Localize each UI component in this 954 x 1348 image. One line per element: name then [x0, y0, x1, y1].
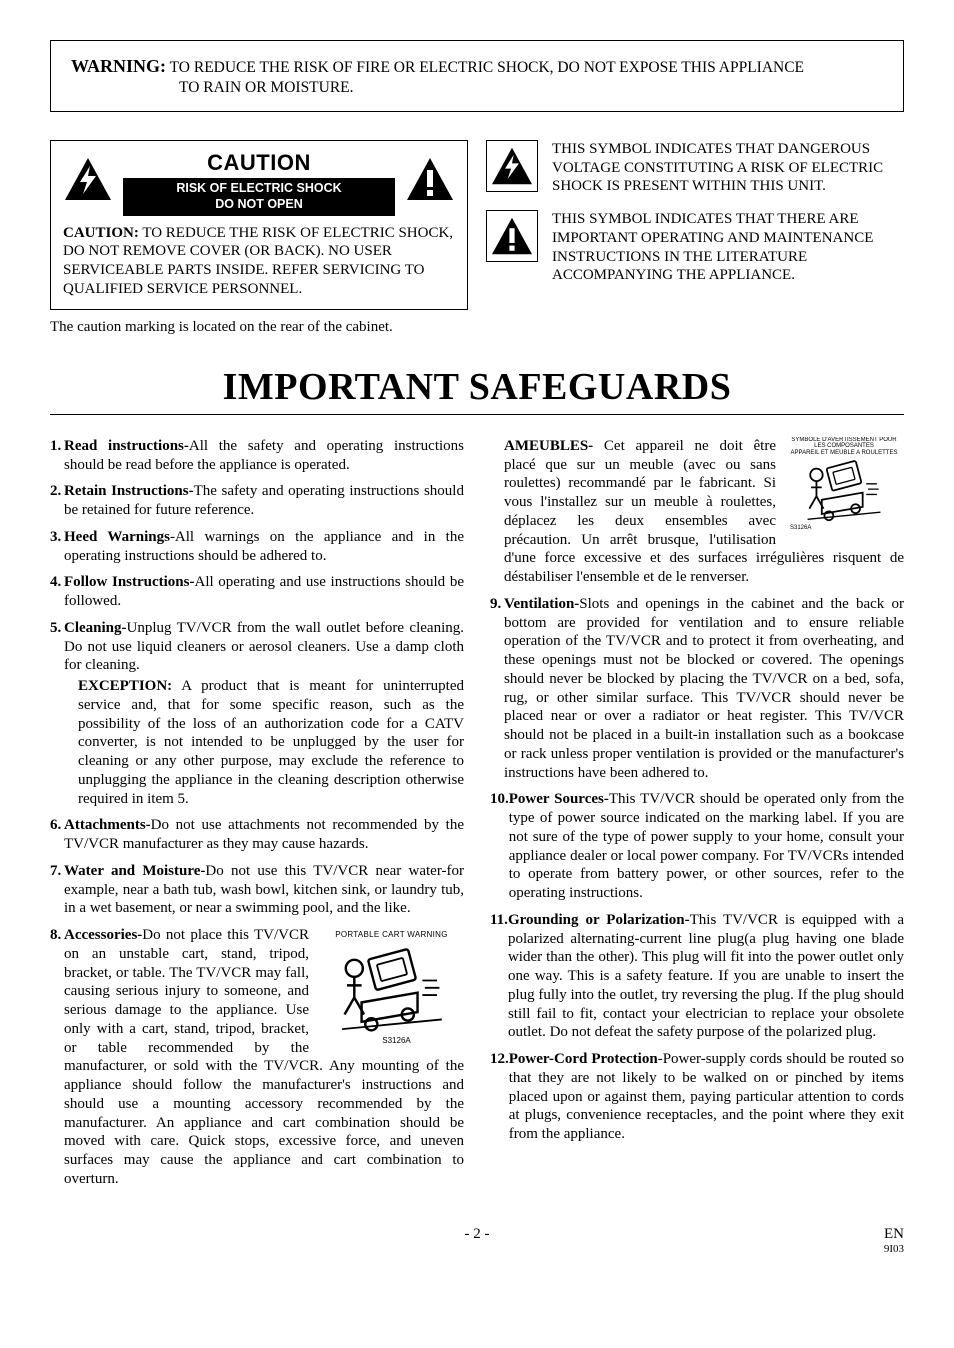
symbol-row-1: THIS SYMBOL INDICATES THAT DANGEROUS VOL… — [486, 140, 904, 196]
warning-line2: TO RAIN OR MOISTURE. — [71, 78, 883, 97]
cart-figure-fr: SYMBOLE D'AVERTISSEMENT POURLES COMPOSAN… — [784, 437, 904, 532]
item-12: 12.Power-Cord Protection-Power-supply co… — [490, 1050, 904, 1144]
bolt-triangle-icon — [486, 140, 538, 192]
exclamation-triangle-icon — [405, 156, 455, 208]
caution-sub: RISK OF ELECTRIC SHOCKDO NOT OPEN — [123, 178, 395, 215]
item-11: 11.Grounding or Polarization-This TV/VCR… — [490, 911, 904, 1042]
warning-box: WARNING: TO REDUCE THE RISK OF FIRE OR E… — [50, 40, 904, 112]
exclamation-triangle-icon — [486, 210, 538, 262]
footer: - 2 - EN 9I03 — [50, 1225, 904, 1258]
page-number: - 2 - — [110, 1225, 844, 1258]
symbol-row-2: THIS SYMBOL INDICATES THAT THERE ARE IMP… — [486, 210, 904, 285]
item-9: 9. Ventilation-Slots and openings in the… — [490, 595, 904, 783]
footer-lang: EN — [884, 1226, 904, 1242]
symbol-1-text: THIS SYMBOL INDICATES THAT DANGEROUS VOL… — [552, 140, 904, 196]
caution-note: The caution marking is located on the re… — [50, 318, 468, 337]
mid-row: CAUTION RISK OF ELECTRIC SHOCKDO NOT OPE… — [50, 140, 904, 353]
footer-code: 9I03 — [844, 1243, 904, 1257]
item-10: 10.Power Sources-This TV/VCR should be o… — [490, 790, 904, 903]
item-3: 3.Heed Warnings-All warnings on the appl… — [50, 528, 464, 566]
item-1: 1.Read instructions-All the safety and o… — [50, 437, 464, 475]
item-7: 7.Water and Moisture-Do not use this TV/… — [50, 862, 464, 918]
item-5: 5.Cleaning-Unplug TV/VCR from the wall o… — [50, 619, 464, 809]
warning-lead: WARNING: — [71, 56, 166, 76]
item-ameubles: SYMBOLE D'AVERTISSEMENT POURLES COMPOSAN… — [490, 437, 904, 587]
symbol-2-text: THIS SYMBOL INDICATES THAT THERE ARE IMP… — [552, 210, 904, 285]
item-2: 2.Retain Instructions-The safety and ope… — [50, 482, 464, 520]
cart-figure: PORTABLE CART WARNING S3126A — [319, 930, 464, 1046]
bolt-triangle-icon — [63, 156, 113, 208]
col-right: SYMBOLE D'AVERTISSEMENT POURLES COMPOSAN… — [490, 437, 904, 1197]
caution-box: CAUTION RISK OF ELECTRIC SHOCKDO NOT OPE… — [50, 140, 468, 310]
item-6: 6.Attachments-Do not use attachments not… — [50, 816, 464, 854]
columns: 1.Read instructions-All the safety and o… — [50, 437, 904, 1197]
item-8: 8. PORTABLE CART WARNING S3126A Accessor… — [50, 926, 464, 1189]
caution-title: CAUTION — [123, 149, 395, 177]
col-left: 1.Read instructions-All the safety and o… — [50, 437, 464, 1197]
caution-body: CAUTION: TO REDUCE THE RISK OF ELECTRIC … — [63, 224, 455, 299]
item-4: 4.Follow Instructions-All operating and … — [50, 573, 464, 611]
warning-line1: TO REDUCE THE RISK OF FIRE OR ELECTRIC S… — [166, 59, 804, 76]
section-title: IMPORTANT SAFEGUARDS — [50, 352, 904, 415]
